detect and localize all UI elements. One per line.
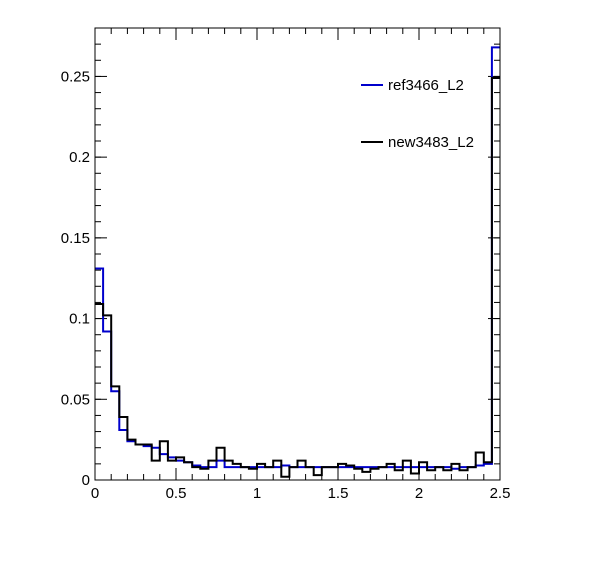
x-tick-label: 0: [91, 485, 99, 502]
y-tick-label: 0.1: [69, 311, 90, 328]
y-tick-label: 0.15: [61, 230, 90, 247]
y-tick-label: 0.25: [61, 68, 90, 85]
y-tick-label: 0: [82, 472, 90, 489]
x-tick-label: 1.5: [328, 485, 349, 502]
legend-box: [356, 60, 484, 170]
x-tick-label: 2.5: [490, 485, 511, 502]
legend: ref3466_L2 new3483_L2: [356, 60, 484, 170]
x-tick-label: 0.5: [166, 485, 187, 502]
y-tick-label: 0.2: [69, 149, 90, 166]
y-tick-label: 0.05: [61, 391, 90, 408]
x-tick-label: 1: [253, 485, 261, 502]
series-line-1: [95, 77, 500, 478]
legend-label: new3483_L2: [388, 134, 474, 151]
x-tick-label: 2: [415, 485, 423, 502]
plot-frame: [94, 27, 501, 481]
series-layer: [95, 46, 500, 478]
legend-label: ref3466_L2: [388, 77, 464, 94]
